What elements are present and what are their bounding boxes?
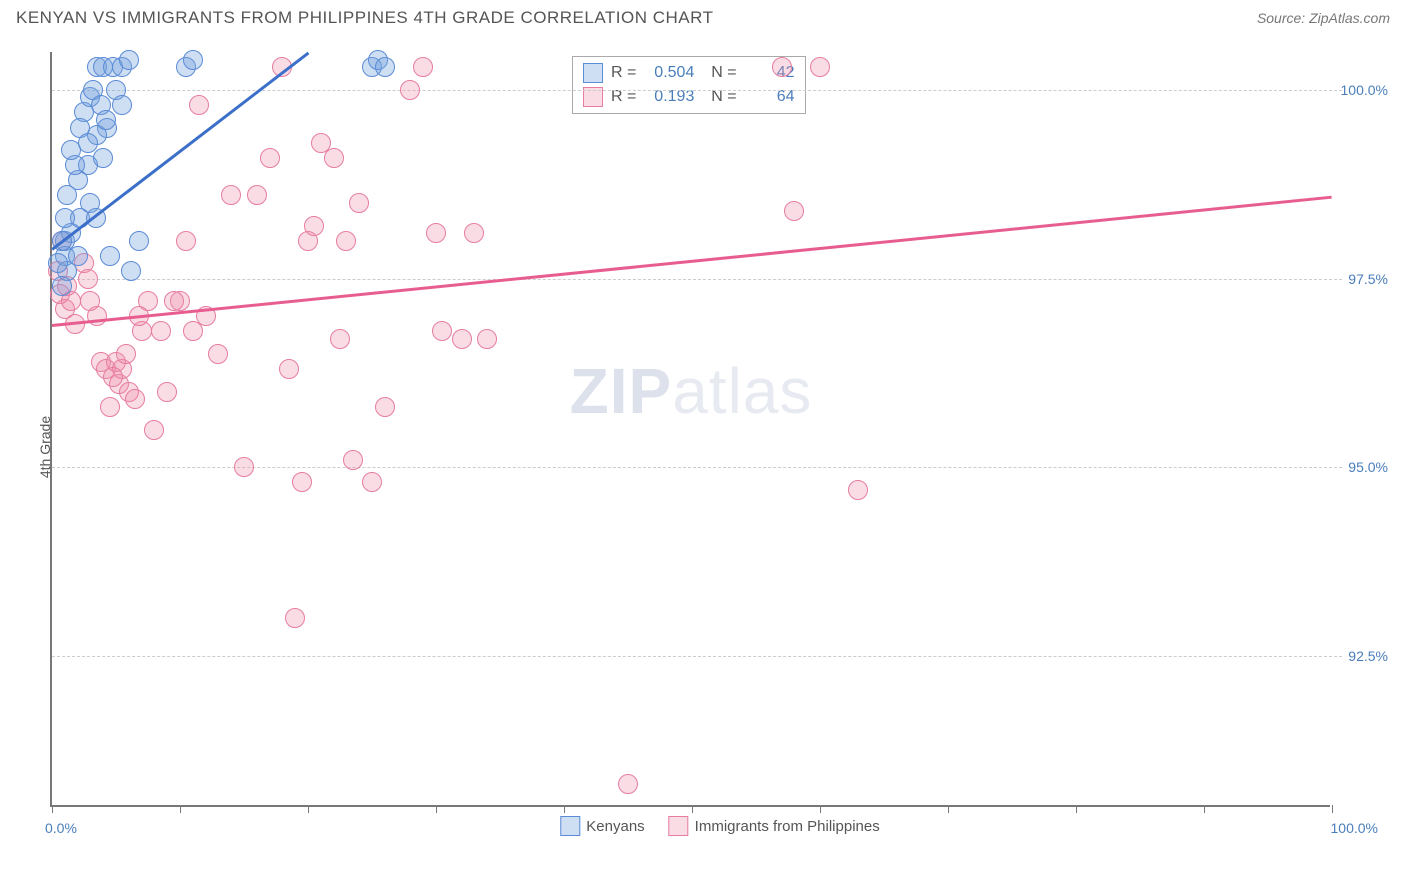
data-point xyxy=(103,367,123,387)
data-point xyxy=(336,231,356,251)
stat-row-kenyans: R = 0.504 N = 42 xyxy=(583,61,795,85)
data-point xyxy=(324,148,344,168)
data-point xyxy=(247,185,267,205)
data-point xyxy=(96,110,116,130)
x-axis-max-label: 100.0% xyxy=(1331,820,1378,836)
y-tick-label: 92.5% xyxy=(1348,648,1388,664)
data-point xyxy=(125,389,145,409)
data-point xyxy=(432,321,452,341)
data-point xyxy=(477,329,497,349)
data-point xyxy=(375,397,395,417)
grid-line xyxy=(52,656,1342,657)
correlation-stats-box: R = 0.504 N = 42 R = 0.193 N = 64 xyxy=(572,56,806,114)
data-point xyxy=(78,133,98,153)
data-point xyxy=(784,201,804,221)
x-axis-min-label: 0.0% xyxy=(45,820,77,836)
data-point xyxy=(183,50,203,70)
data-point xyxy=(55,208,75,228)
data-point xyxy=(413,57,433,77)
swatch-kenyans xyxy=(583,63,603,83)
data-point xyxy=(68,246,88,266)
data-point xyxy=(48,253,68,273)
data-point xyxy=(772,57,792,77)
data-point xyxy=(93,148,113,168)
data-point xyxy=(234,457,254,477)
data-point xyxy=(116,344,136,364)
y-tick-label: 100.0% xyxy=(1341,82,1388,98)
x-tick xyxy=(1204,805,1205,813)
legend: Kenyans Immigrants from Philippines xyxy=(560,816,879,836)
data-point xyxy=(78,269,98,289)
data-point xyxy=(144,420,164,440)
watermark: ZIPatlas xyxy=(570,354,813,428)
x-tick xyxy=(820,805,821,813)
data-point xyxy=(349,193,369,213)
plot-area: ZIPatlas R = 0.504 N = 42 R = 0.193 N = … xyxy=(50,52,1330,807)
data-point xyxy=(119,50,139,70)
data-point xyxy=(112,95,132,115)
data-point xyxy=(151,321,171,341)
data-point xyxy=(330,329,350,349)
data-point xyxy=(292,472,312,492)
grid-line xyxy=(52,279,1342,280)
grid-line xyxy=(52,90,1342,91)
data-point xyxy=(221,185,241,205)
data-point xyxy=(87,306,107,326)
x-tick xyxy=(180,805,181,813)
data-point xyxy=(285,608,305,628)
data-point xyxy=(279,359,299,379)
data-point xyxy=(208,344,228,364)
x-tick xyxy=(1332,805,1333,813)
legend-item-philippines: Immigrants from Philippines xyxy=(669,816,880,836)
y-tick-label: 97.5% xyxy=(1348,271,1388,287)
x-tick xyxy=(692,805,693,813)
x-tick xyxy=(564,805,565,813)
x-tick xyxy=(1076,805,1077,813)
data-point xyxy=(157,382,177,402)
legend-label-philippines: Immigrants from Philippines xyxy=(695,818,880,835)
data-point xyxy=(848,480,868,500)
data-point xyxy=(375,57,395,77)
x-tick xyxy=(52,805,53,813)
data-point xyxy=(452,329,472,349)
legend-swatch-kenyans xyxy=(560,816,580,836)
x-tick xyxy=(948,805,949,813)
legend-item-kenyans: Kenyans xyxy=(560,816,644,836)
r-value-kenyans: 0.504 xyxy=(644,64,694,82)
stat-row-philippines: R = 0.193 N = 64 xyxy=(583,85,795,109)
data-point xyxy=(260,148,280,168)
data-point xyxy=(400,80,420,100)
x-tick xyxy=(308,805,309,813)
data-point xyxy=(121,261,141,281)
data-point xyxy=(304,216,324,236)
data-point xyxy=(164,291,184,311)
data-point xyxy=(362,472,382,492)
data-point xyxy=(343,450,363,470)
chart-container: 4th Grade ZIPatlas R = 0.504 N = 42 R = … xyxy=(50,52,1390,842)
legend-label-kenyans: Kenyans xyxy=(586,818,644,835)
data-point xyxy=(189,95,209,115)
x-tick xyxy=(436,805,437,813)
data-point xyxy=(426,223,446,243)
source-attribution: Source: ZipAtlas.com xyxy=(1257,10,1390,26)
data-point xyxy=(810,57,830,77)
data-point xyxy=(464,223,484,243)
data-point xyxy=(618,774,638,794)
y-tick-label: 95.0% xyxy=(1348,459,1388,475)
data-point xyxy=(176,231,196,251)
chart-title: KENYAN VS IMMIGRANTS FROM PHILIPPINES 4T… xyxy=(16,8,713,28)
data-point xyxy=(129,231,149,251)
data-point xyxy=(100,246,120,266)
data-point xyxy=(57,185,77,205)
legend-swatch-philippines xyxy=(669,816,689,836)
trend-line xyxy=(52,195,1332,326)
data-point xyxy=(100,397,120,417)
data-point xyxy=(52,276,72,296)
